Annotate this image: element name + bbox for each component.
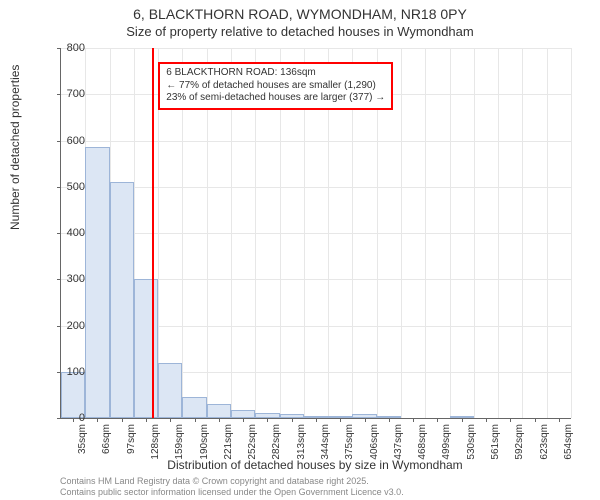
- xtick-label: 35sqm: [77, 424, 88, 464]
- gridline-h: [61, 48, 571, 49]
- gridline-h: [61, 141, 571, 142]
- histogram-bar: [280, 414, 304, 418]
- histogram-bar: [207, 404, 231, 418]
- xtick-mark: [97, 418, 98, 422]
- histogram-bar: [255, 413, 279, 418]
- xtick-label: 499sqm: [441, 424, 452, 464]
- xtick-label: 406sqm: [369, 424, 380, 464]
- histogram-bar: [450, 416, 474, 418]
- ytick-label: 300: [45, 273, 85, 285]
- xtick-mark: [292, 418, 293, 422]
- gridline-h: [61, 233, 571, 234]
- histogram-bar: [377, 416, 401, 418]
- gridline-v: [571, 48, 572, 418]
- xtick-mark: [195, 418, 196, 422]
- xtick-mark: [267, 418, 268, 422]
- xtick-label: 97sqm: [126, 424, 137, 464]
- gridline-v: [450, 48, 451, 418]
- property-size-chart: 6, BLACKTHORN ROAD, WYMONDHAM, NR18 0PY …: [0, 0, 600, 500]
- histogram-bar: [231, 410, 255, 418]
- xtick-label: 159sqm: [174, 424, 185, 464]
- histogram-bar: [85, 147, 109, 418]
- chart-subtitle: Size of property relative to detached ho…: [0, 24, 600, 39]
- xtick-label: 221sqm: [223, 424, 234, 464]
- y-axis-label: Number of detached properties: [8, 65, 22, 230]
- property-marker-line: [152, 48, 154, 418]
- histogram-bar: [110, 182, 134, 418]
- xtick-mark: [535, 418, 536, 422]
- xtick-mark: [486, 418, 487, 422]
- xtick-mark: [316, 418, 317, 422]
- chart-title: 6, BLACKTHORN ROAD, WYMONDHAM, NR18 0PY: [0, 6, 600, 22]
- plot-area: 6 BLACKTHORN ROAD: 136sqm ← 77% of detac…: [60, 48, 571, 419]
- xtick-label: 66sqm: [101, 424, 112, 464]
- annotation-line-3: 23% of semi-detached houses are larger (…: [166, 92, 385, 105]
- xtick-label: 623sqm: [539, 424, 550, 464]
- xtick-label: 282sqm: [271, 424, 282, 464]
- xtick-label: 190sqm: [199, 424, 210, 464]
- gridline-v: [474, 48, 475, 418]
- xtick-label: 654sqm: [563, 424, 574, 464]
- gridline-v: [425, 48, 426, 418]
- ytick-label: 100: [45, 366, 85, 378]
- xtick-mark: [389, 418, 390, 422]
- histogram-bar: [158, 363, 182, 419]
- gridline-v: [498, 48, 499, 418]
- xtick-label: 561sqm: [490, 424, 501, 464]
- xtick-mark: [243, 418, 244, 422]
- histogram-bar: [328, 416, 352, 418]
- ytick-label: 600: [45, 135, 85, 147]
- xtick-label: 530sqm: [466, 424, 477, 464]
- xtick-mark: [170, 418, 171, 422]
- xtick-label: 252sqm: [247, 424, 258, 464]
- xtick-mark: [437, 418, 438, 422]
- xtick-mark: [219, 418, 220, 422]
- histogram-bar: [352, 414, 376, 418]
- xtick-label: 437sqm: [393, 424, 404, 464]
- xtick-label: 128sqm: [150, 424, 161, 464]
- footer-line-2: Contains public sector information licen…: [60, 487, 404, 497]
- ytick-label: 500: [45, 181, 85, 193]
- histogram-bar: [304, 416, 328, 418]
- gridline-v: [547, 48, 548, 418]
- xtick-mark: [365, 418, 366, 422]
- ytick-label: 0: [45, 412, 85, 424]
- footer-line-1: Contains HM Land Registry data © Crown c…: [60, 476, 369, 486]
- annotation-box: 6 BLACKTHORN ROAD: 136sqm ← 77% of detac…: [158, 62, 393, 110]
- gridline-h: [61, 187, 571, 188]
- xtick-mark: [146, 418, 147, 422]
- xtick-mark: [559, 418, 560, 422]
- annotation-line-1: 6 BLACKTHORN ROAD: 136sqm: [166, 67, 385, 80]
- gridline-v: [522, 48, 523, 418]
- xtick-label: 313sqm: [296, 424, 307, 464]
- histogram-bar: [182, 397, 206, 418]
- xtick-label: 592sqm: [514, 424, 525, 464]
- xtick-label: 468sqm: [417, 424, 428, 464]
- xtick-mark: [413, 418, 414, 422]
- xtick-mark: [122, 418, 123, 422]
- annotation-line-2: ← 77% of detached houses are smaller (1,…: [166, 80, 385, 93]
- xtick-mark: [340, 418, 341, 422]
- ytick-label: 800: [45, 42, 85, 54]
- xtick-mark: [462, 418, 463, 422]
- xtick-label: 375sqm: [344, 424, 355, 464]
- xtick-label: 344sqm: [320, 424, 331, 464]
- ytick-label: 200: [45, 320, 85, 332]
- ytick-label: 700: [45, 88, 85, 100]
- histogram-bar: [134, 279, 158, 418]
- xtick-mark: [510, 418, 511, 422]
- ytick-label: 400: [45, 227, 85, 239]
- gridline-v: [401, 48, 402, 418]
